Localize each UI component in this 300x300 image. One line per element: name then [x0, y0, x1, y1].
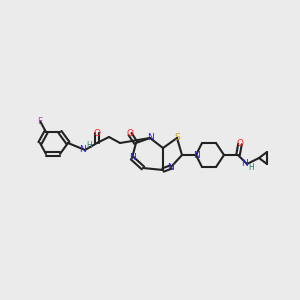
- Text: N: N: [168, 163, 174, 172]
- Text: F: F: [38, 116, 43, 125]
- Text: S: S: [174, 134, 180, 142]
- Text: N: N: [242, 160, 248, 169]
- Text: N: N: [193, 151, 200, 160]
- Text: N: N: [129, 154, 135, 163]
- Text: H: H: [248, 164, 254, 172]
- Text: O: O: [127, 130, 134, 139]
- Text: N: N: [147, 134, 153, 142]
- Text: O: O: [236, 140, 244, 148]
- Text: H: H: [86, 142, 92, 151]
- Text: O: O: [94, 128, 100, 137]
- Text: N: N: [80, 146, 86, 154]
